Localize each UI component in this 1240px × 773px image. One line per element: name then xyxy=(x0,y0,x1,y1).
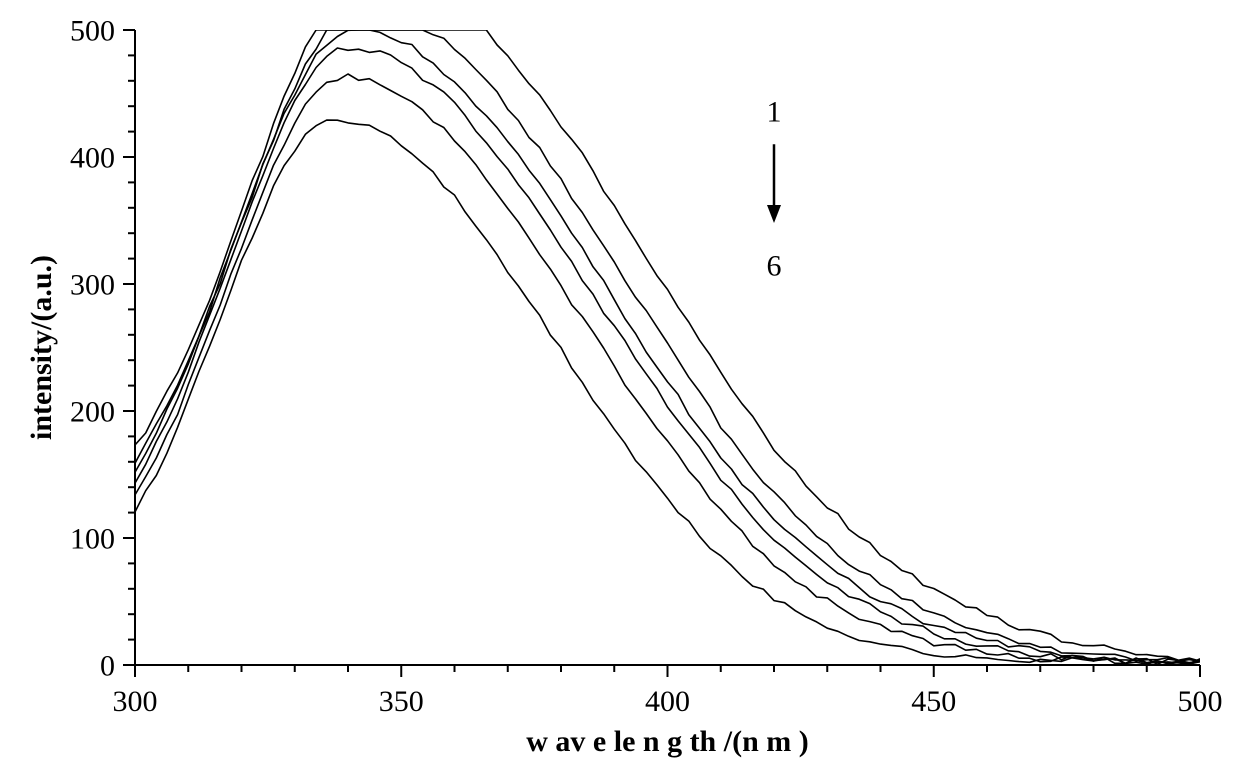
y-tick-label: 200 xyxy=(70,396,115,429)
x-tick-label: 350 xyxy=(379,685,424,718)
x-tick-label: 450 xyxy=(911,685,956,718)
annotation-bottom-label: 6 xyxy=(767,249,782,282)
spectra-chart: 300 350 400 450 500 w av e le n g th /(n m ) 0… xyxy=(0,0,1240,773)
annotation-top-label: 1 xyxy=(767,95,782,128)
y-tick-label: 400 xyxy=(70,142,115,175)
y-tick-label: 300 xyxy=(70,269,115,302)
x-tick-label: 500 xyxy=(1178,685,1223,718)
y-tick-label: 0 xyxy=(100,650,115,683)
x-axis-label: w av e le n g th /(n m ) xyxy=(526,725,808,758)
x-tick-label: 300 xyxy=(113,685,158,718)
y-tick-label: 100 xyxy=(70,523,115,556)
y-axis-label: intensity/(a.u.) xyxy=(25,255,58,440)
y-tick-label: 500 xyxy=(70,15,115,48)
chart-bg xyxy=(0,0,1240,773)
x-tick-label: 400 xyxy=(645,685,690,718)
chart-svg: 300 350 400 450 500 w av e le n g th /(n m ) 0… xyxy=(0,0,1240,773)
